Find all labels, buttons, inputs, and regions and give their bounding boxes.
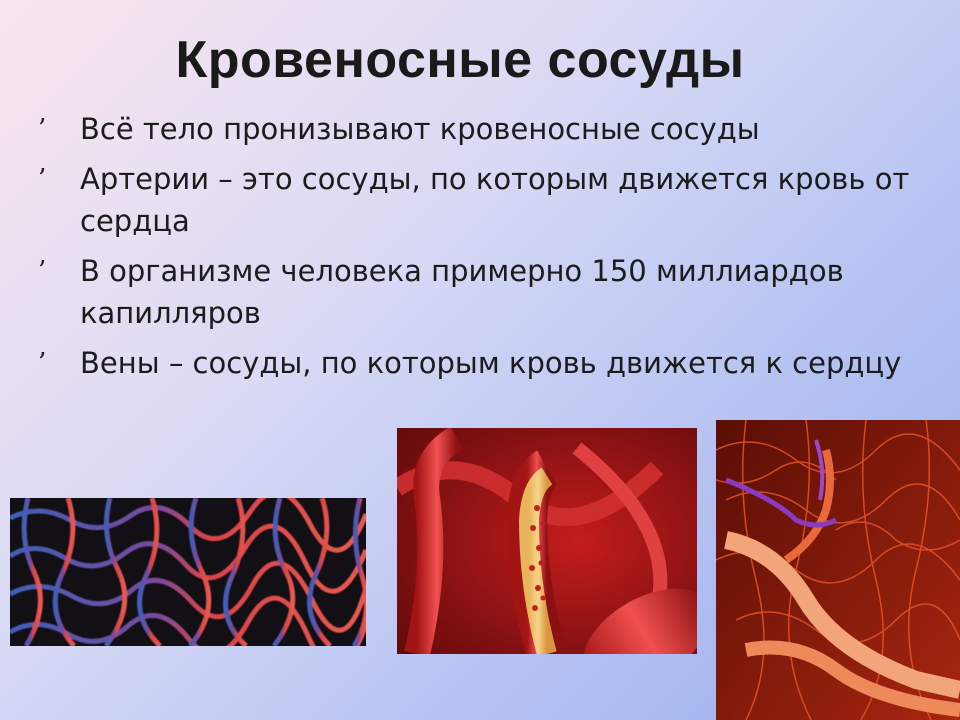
bullet-icon: ’ bbox=[38, 114, 47, 144]
bullet-icon: ’ bbox=[38, 348, 47, 378]
bullet-item: ’ Всё тело пронизывают кровеносные сосуд… bbox=[36, 108, 916, 150]
bullet-icon: ’ bbox=[38, 256, 47, 286]
bullet-item: ’ Вены – сосуды, по которым кровь движет… bbox=[36, 342, 916, 384]
bullet-item: ’ В организме человека примерно 150 милл… bbox=[36, 250, 916, 334]
bullet-text: В организме человека примерно 150 миллиа… bbox=[80, 254, 844, 330]
bullet-text: Артерии – это сосуды, по которым движетс… bbox=[80, 162, 910, 238]
bullet-text: Вены – сосуды, по которым кровь движется… bbox=[80, 346, 902, 380]
bullet-text: Всё тело пронизывают кровеносные сосуды bbox=[80, 112, 760, 146]
slide-title: Кровеносные сосуды bbox=[175, 31, 745, 89]
artery-cross-section-image bbox=[397, 428, 697, 654]
vessel-tree-image bbox=[716, 420, 960, 720]
bullet-item: ’ Артерии – это сосуды, по которым движе… bbox=[36, 158, 916, 242]
capillary-network-image bbox=[10, 498, 366, 646]
bullet-list: ’ Всё тело пронизывают кровеносные сосуд… bbox=[36, 108, 916, 392]
bullet-icon: ’ bbox=[38, 164, 47, 194]
